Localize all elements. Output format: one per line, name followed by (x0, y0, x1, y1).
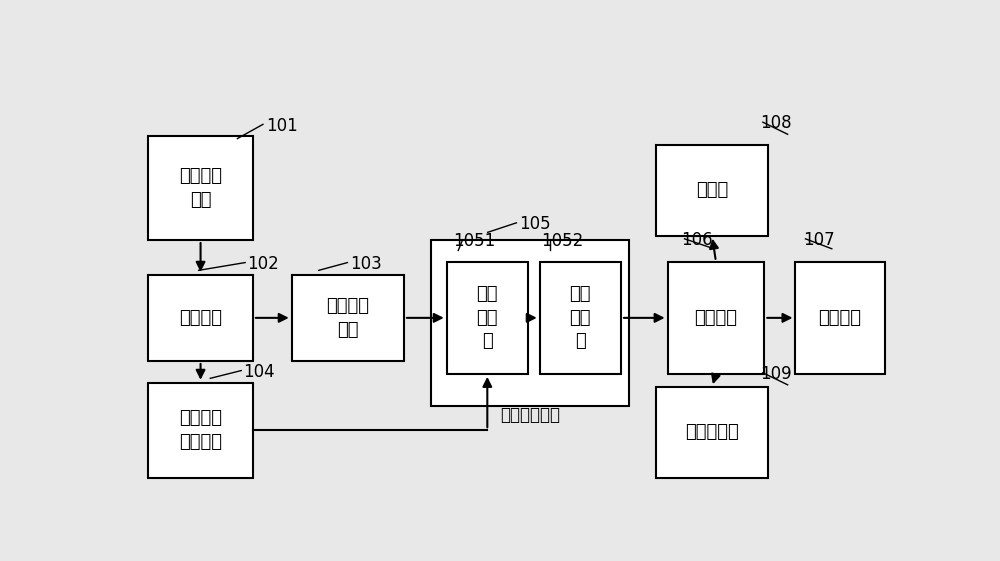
Text: 104: 104 (244, 363, 275, 381)
Text: 105: 105 (519, 215, 550, 233)
Bar (656, 387, 768, 478)
Bar (668, 261, 764, 374)
Text: 被检测温
度传感器: 被检测温 度传感器 (179, 410, 222, 451)
Bar (447, 261, 528, 374)
Text: 1051: 1051 (454, 232, 496, 250)
Bar (148, 275, 253, 361)
Bar (148, 383, 253, 478)
Bar (292, 275, 404, 361)
Text: 打印机: 打印机 (696, 181, 728, 199)
Text: 103: 103 (350, 255, 382, 273)
Text: 油温检测
单元: 油温检测 单元 (326, 297, 369, 339)
Text: 102: 102 (247, 255, 279, 273)
Bar (431, 240, 629, 406)
Text: 101: 101 (266, 117, 298, 135)
Text: 信号放大单元: 信号放大单元 (500, 406, 560, 424)
Text: 比较单元: 比较单元 (694, 309, 737, 327)
Text: 运算
放大
器: 运算 放大 器 (477, 285, 498, 351)
Bar (795, 261, 885, 374)
Text: 显示单元: 显示单元 (818, 309, 861, 327)
Text: 109: 109 (761, 365, 792, 383)
Bar (540, 261, 621, 374)
Text: 差分
放大
器: 差分 放大 器 (570, 285, 591, 351)
Text: 108: 108 (761, 114, 792, 132)
Text: 107: 107 (803, 231, 835, 249)
Bar (148, 136, 253, 240)
Text: 106: 106 (681, 231, 713, 249)
Text: 1052: 1052 (541, 232, 583, 250)
Text: 加温油缸: 加温油缸 (179, 309, 222, 327)
Bar (656, 145, 768, 236)
Text: 远程计算机: 远程计算机 (685, 424, 739, 442)
Text: 加热控制
单元: 加热控制 单元 (179, 168, 222, 209)
